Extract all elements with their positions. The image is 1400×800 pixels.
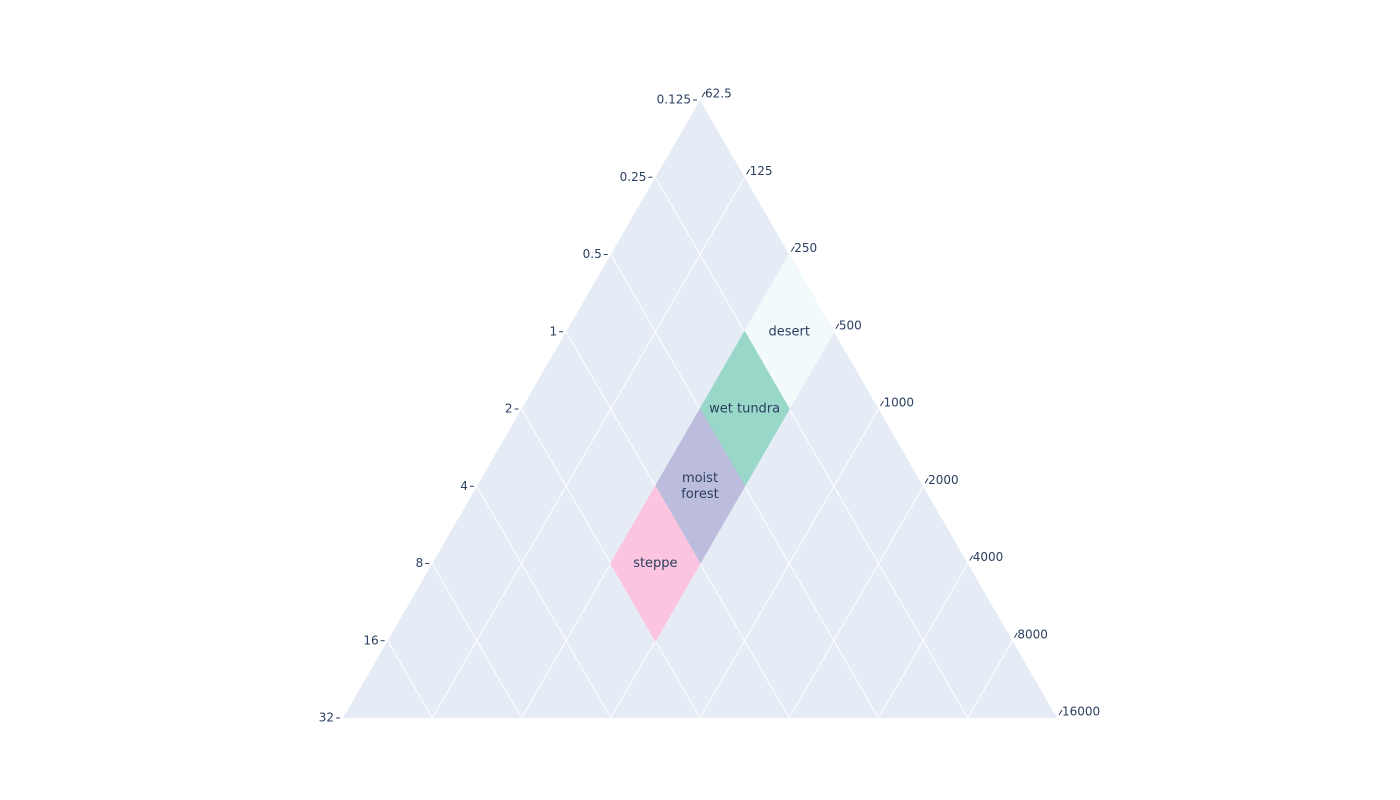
left-tick-label: 0.5	[583, 247, 602, 261]
left-tick-label: 16	[363, 633, 378, 647]
zone-label: steppe	[633, 556, 677, 571]
right-tick-label: 16000	[1062, 705, 1100, 719]
grid-line	[967, 640, 1013, 719]
right-tick-label: 1000	[884, 396, 915, 410]
tick-mark	[924, 477, 929, 484]
left-tick-label: 0.125	[657, 93, 691, 107]
left-tick-label: 0.25	[620, 170, 647, 184]
tick-mark	[1058, 709, 1063, 716]
tick-mark	[790, 246, 795, 252]
tick-mark	[701, 91, 706, 98]
right-tick-label: 62.5	[705, 87, 732, 101]
tick-mark	[746, 168, 751, 175]
right-tick-label: 500	[839, 318, 862, 332]
zone-label: moist	[682, 471, 718, 486]
left-tick-label: 4	[460, 479, 468, 493]
left-tick-label: 2	[505, 402, 513, 416]
grid-line	[654, 176, 969, 719]
left-tick-label: 1	[549, 324, 557, 338]
left-tick-label: 32	[319, 711, 334, 725]
grid-line	[476, 485, 612, 719]
grid-line	[431, 176, 746, 719]
tick-mark	[835, 323, 840, 330]
tick-mark	[969, 555, 974, 561]
left-tick-label: 8	[416, 556, 424, 570]
zone	[610, 485, 701, 642]
grid-line	[699, 408, 879, 719]
zone-label: forest	[681, 487, 718, 502]
grid-line	[788, 485, 924, 719]
tick-mark	[880, 400, 884, 407]
grid-line	[878, 563, 969, 719]
right-tick-label: 125	[750, 164, 773, 178]
right-tick-label: 4000	[973, 550, 1004, 564]
zone-label: wet tundra	[709, 402, 780, 417]
right-tick-label: 2000	[928, 473, 959, 487]
right-tick-label: 8000	[1017, 627, 1048, 641]
zone-label: desert	[769, 324, 810, 339]
grid-line	[387, 640, 433, 719]
right-tick-label: 250	[794, 241, 817, 255]
tick-mark	[1013, 632, 1018, 639]
